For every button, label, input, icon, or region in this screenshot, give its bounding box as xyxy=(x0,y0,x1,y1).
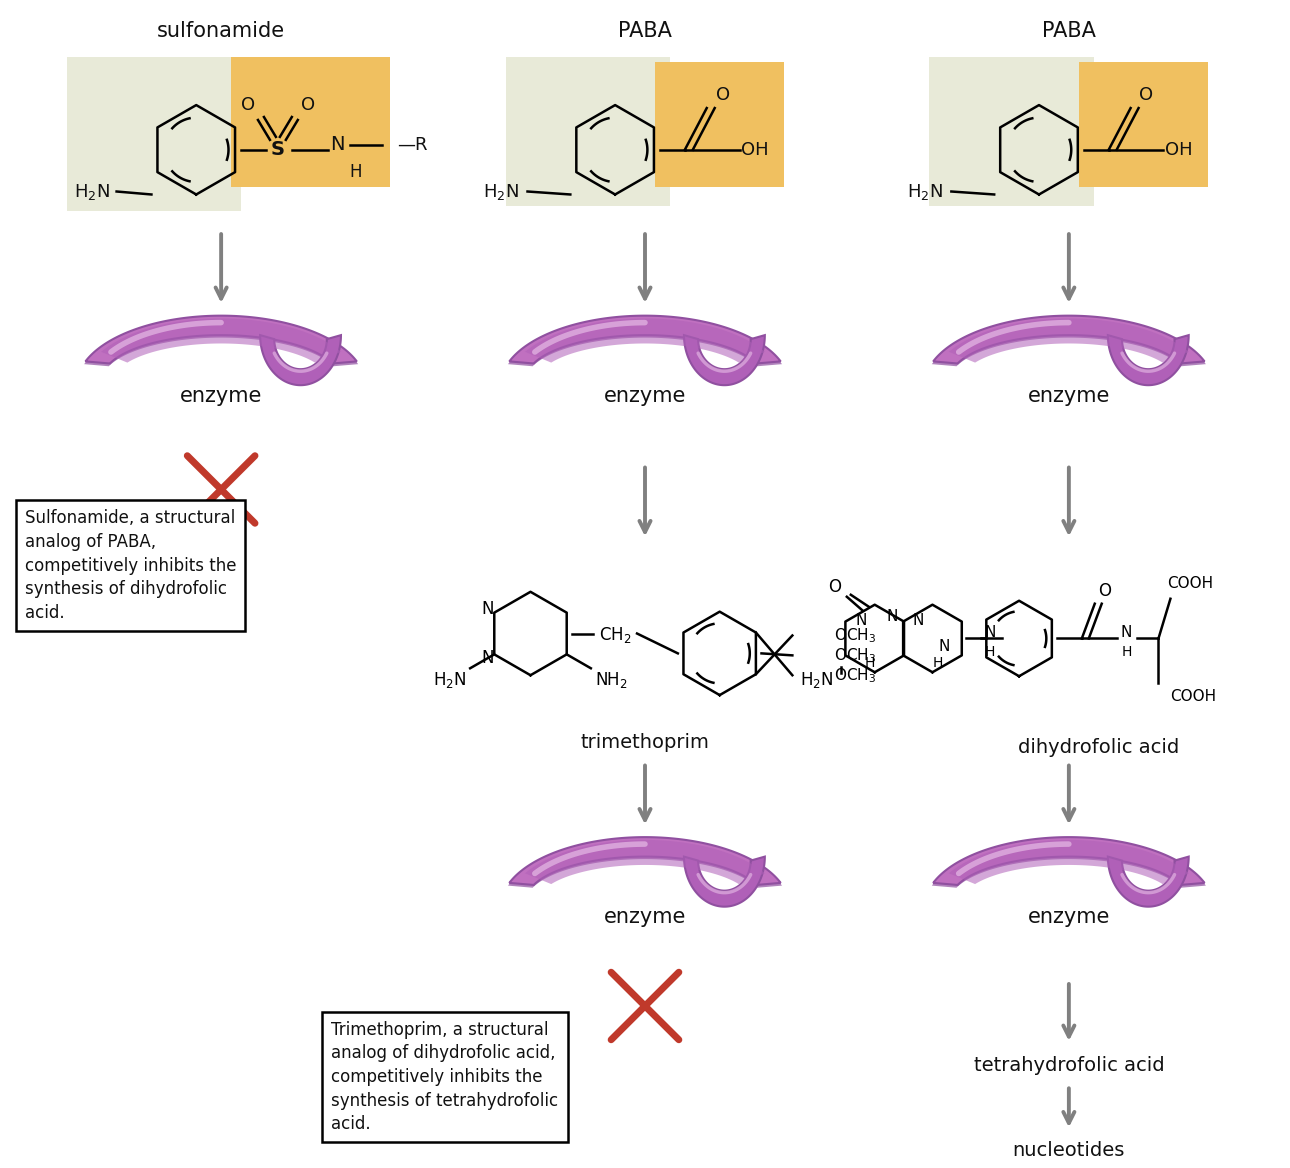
Polygon shape xyxy=(508,840,782,888)
Text: N: N xyxy=(888,610,898,624)
Text: enzyme: enzyme xyxy=(1028,385,1111,405)
Text: OCH$_3$: OCH$_3$ xyxy=(835,646,876,665)
Text: N: N xyxy=(939,639,951,654)
Text: O: O xyxy=(828,578,841,596)
Text: COOH: COOH xyxy=(1167,576,1214,591)
Polygon shape xyxy=(510,315,780,363)
Text: O: O xyxy=(241,96,255,114)
Text: dihydrofolic acid: dihydrofolic acid xyxy=(1018,738,1179,757)
Text: NH$_2$: NH$_2$ xyxy=(595,670,628,690)
Bar xyxy=(67,57,241,211)
Polygon shape xyxy=(525,319,765,362)
Polygon shape xyxy=(933,837,1205,885)
Bar xyxy=(655,62,784,187)
Text: N: N xyxy=(481,599,494,618)
Text: N: N xyxy=(984,625,996,640)
Text: CH$_2$: CH$_2$ xyxy=(599,626,631,646)
Text: O: O xyxy=(301,96,315,114)
Polygon shape xyxy=(949,840,1189,884)
Text: O: O xyxy=(716,86,730,104)
Text: enzyme: enzyme xyxy=(604,908,686,927)
Polygon shape xyxy=(1108,856,1188,906)
Text: enzyme: enzyme xyxy=(179,385,262,405)
Text: H: H xyxy=(864,656,875,670)
Text: Trimethoprim, a structural
analog of dihydrofolic acid,
competitively inhibits t: Trimethoprim, a structural analog of dih… xyxy=(332,1021,559,1133)
Text: Sulfonamide, a structural
analog of PABA,
competitively inhibits the
synthesis o: Sulfonamide, a structural analog of PABA… xyxy=(25,509,236,621)
Polygon shape xyxy=(101,319,341,362)
Text: OH: OH xyxy=(1165,141,1192,159)
Text: sulfonamide: sulfonamide xyxy=(157,21,285,41)
Text: H$_2$N: H$_2$N xyxy=(432,670,466,690)
Text: H: H xyxy=(350,162,361,181)
Text: S: S xyxy=(271,140,285,159)
Bar xyxy=(506,57,670,207)
Text: —R: —R xyxy=(397,135,428,154)
Polygon shape xyxy=(684,335,765,385)
Text: COOH: COOH xyxy=(1170,689,1216,703)
Polygon shape xyxy=(508,318,782,367)
Text: H$_2$N: H$_2$N xyxy=(800,670,833,690)
Text: O: O xyxy=(1098,582,1111,600)
Text: N: N xyxy=(481,649,494,667)
Text: tetrahydrofolic acid: tetrahydrofolic acid xyxy=(974,1056,1164,1075)
Bar xyxy=(930,57,1094,207)
Text: N: N xyxy=(855,613,867,628)
Text: O: O xyxy=(1139,86,1153,104)
Text: enzyme: enzyme xyxy=(1028,908,1111,927)
Text: trimethoprim: trimethoprim xyxy=(580,734,710,752)
Polygon shape xyxy=(525,840,765,884)
Polygon shape xyxy=(949,319,1189,362)
Text: OCH$_3$: OCH$_3$ xyxy=(835,666,876,684)
Text: N: N xyxy=(913,613,924,628)
Text: H$_2$N: H$_2$N xyxy=(482,181,519,202)
Polygon shape xyxy=(84,318,359,367)
Text: H: H xyxy=(933,656,943,670)
Text: H: H xyxy=(986,646,996,660)
Text: enzyme: enzyme xyxy=(604,385,686,405)
Text: PABA: PABA xyxy=(1042,21,1095,41)
Text: PABA: PABA xyxy=(618,21,672,41)
Text: H$_2$N: H$_2$N xyxy=(907,181,943,202)
Polygon shape xyxy=(1108,335,1188,385)
Bar xyxy=(231,57,391,187)
Polygon shape xyxy=(933,315,1205,363)
Polygon shape xyxy=(85,315,357,363)
Text: H: H xyxy=(1121,646,1131,660)
Text: N: N xyxy=(1121,625,1133,640)
Polygon shape xyxy=(931,840,1206,888)
Polygon shape xyxy=(684,856,765,906)
Text: nucleotides: nucleotides xyxy=(1013,1140,1125,1160)
Text: N: N xyxy=(330,135,344,154)
Polygon shape xyxy=(510,837,780,885)
Polygon shape xyxy=(261,335,341,385)
Text: OCH$_3$: OCH$_3$ xyxy=(835,626,876,645)
Bar xyxy=(1078,62,1209,187)
Text: H$_2$N: H$_2$N xyxy=(74,181,110,202)
Polygon shape xyxy=(931,318,1206,367)
Text: OH: OH xyxy=(740,141,769,159)
